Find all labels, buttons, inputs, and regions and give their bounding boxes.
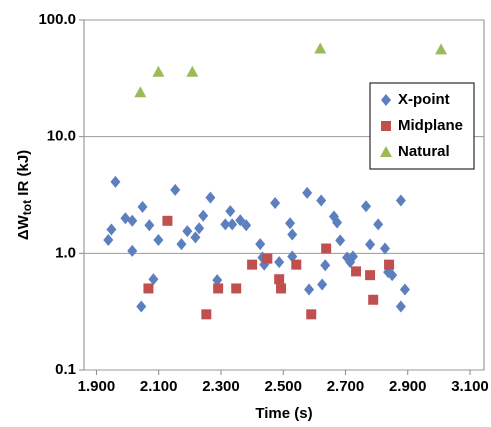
point: [276, 283, 287, 294]
point: [106, 223, 117, 236]
point: [205, 191, 216, 204]
legend-label: X-point: [398, 91, 450, 108]
point: [148, 273, 159, 286]
point: [213, 283, 224, 294]
point: [302, 186, 313, 199]
point: [176, 238, 187, 251]
point: [384, 259, 395, 270]
point: [368, 294, 379, 305]
point: [247, 259, 258, 270]
x-tick-label: 2.900: [389, 378, 427, 395]
point: [335, 234, 346, 247]
y-label-main: ΔW: [15, 214, 32, 240]
point: [220, 218, 231, 231]
point: [270, 197, 281, 210]
point: [373, 218, 384, 231]
y-tick-label: 100.0: [38, 11, 76, 28]
point: [231, 283, 242, 294]
point: [304, 283, 315, 296]
y-tick-label: 1.0: [55, 244, 76, 261]
point: [395, 300, 406, 313]
point: [285, 217, 296, 230]
point: [194, 222, 205, 235]
legend-marker: [380, 146, 392, 157]
point: [361, 200, 372, 213]
point: [212, 274, 223, 287]
point: [227, 218, 238, 231]
x-axis-label: Time (s): [255, 405, 312, 422]
point: [395, 194, 406, 207]
point: [127, 214, 138, 227]
x-tick-label: 2.100: [140, 378, 178, 395]
point: [320, 259, 331, 272]
point: [387, 269, 398, 282]
point: [190, 231, 201, 244]
point: [306, 309, 317, 320]
point: [201, 309, 212, 320]
point: [316, 194, 327, 207]
point: [291, 259, 302, 270]
y-tick-label: 10.0: [47, 128, 76, 145]
point: [225, 205, 236, 218]
point: [198, 209, 209, 222]
y-label-unit: IR (kJ): [15, 150, 32, 200]
legend-marker: [381, 94, 391, 106]
x-tick-label: 2.300: [202, 378, 240, 395]
y-label-sub: tot: [20, 200, 34, 215]
x-tick-label: 2.700: [327, 378, 365, 395]
point: [351, 266, 362, 277]
point: [365, 270, 376, 281]
point: [134, 86, 147, 98]
point: [186, 65, 199, 77]
x-tick-label: 2.500: [264, 378, 302, 395]
point: [321, 243, 332, 254]
point: [110, 175, 121, 188]
point: [153, 234, 164, 247]
point: [162, 215, 173, 226]
point: [332, 216, 343, 229]
legend-label: Natural: [398, 143, 450, 160]
point: [274, 256, 285, 269]
point: [287, 228, 298, 241]
point: [347, 250, 358, 263]
y-tick-label: 0.1: [55, 361, 76, 378]
point: [435, 43, 448, 55]
plot-frame: [83, 19, 485, 371]
point: [136, 300, 147, 313]
point: [380, 242, 391, 255]
point: [103, 234, 114, 247]
point: [287, 250, 298, 263]
y-axis-label: ΔWtot IR (kJ): [15, 150, 34, 240]
point: [170, 183, 181, 196]
point: [182, 225, 193, 238]
point: [143, 283, 154, 294]
point: [274, 274, 285, 285]
legend-marker: [381, 121, 391, 131]
point: [144, 219, 155, 232]
point: [399, 283, 410, 296]
point: [235, 214, 246, 227]
point: [314, 42, 327, 54]
x-tick-label: 3.100: [451, 378, 489, 395]
point: [317, 278, 328, 291]
point: [152, 65, 165, 77]
point: [127, 244, 138, 257]
x-tick-label: 1.900: [78, 378, 116, 395]
point: [137, 200, 148, 213]
point: [255, 238, 266, 251]
point: [241, 219, 252, 232]
point: [365, 238, 376, 251]
legend-label: Midplane: [398, 117, 463, 134]
point: [262, 253, 273, 264]
